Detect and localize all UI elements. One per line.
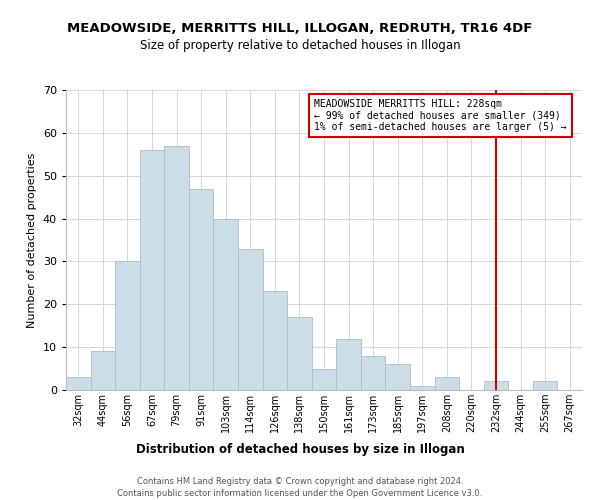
Bar bbox=[385, 364, 410, 390]
Bar bbox=[115, 262, 140, 390]
Bar bbox=[91, 352, 115, 390]
Bar bbox=[238, 248, 263, 390]
Text: Contains public sector information licensed under the Open Government Licence v3: Contains public sector information licen… bbox=[118, 489, 482, 498]
Text: Distribution of detached houses by size in Illogan: Distribution of detached houses by size … bbox=[136, 442, 464, 456]
Bar bbox=[312, 368, 336, 390]
Bar bbox=[214, 218, 238, 390]
Text: Contains HM Land Registry data © Crown copyright and database right 2024.: Contains HM Land Registry data © Crown c… bbox=[137, 478, 463, 486]
Bar bbox=[434, 377, 459, 390]
Y-axis label: Number of detached properties: Number of detached properties bbox=[27, 152, 37, 328]
Text: MEADOWSIDE MERRITTS HILL: 228sqm
← 99% of detached houses are smaller (349)
1% o: MEADOWSIDE MERRITTS HILL: 228sqm ← 99% o… bbox=[314, 98, 567, 132]
Bar bbox=[410, 386, 434, 390]
Bar bbox=[66, 377, 91, 390]
Bar bbox=[336, 338, 361, 390]
Bar bbox=[140, 150, 164, 390]
Bar bbox=[287, 317, 312, 390]
Bar bbox=[533, 382, 557, 390]
Text: MEADOWSIDE, MERRITTS HILL, ILLOGAN, REDRUTH, TR16 4DF: MEADOWSIDE, MERRITTS HILL, ILLOGAN, REDR… bbox=[67, 22, 533, 36]
Bar bbox=[484, 382, 508, 390]
Bar bbox=[189, 188, 214, 390]
Bar bbox=[361, 356, 385, 390]
Bar bbox=[164, 146, 189, 390]
Bar bbox=[263, 292, 287, 390]
Text: Size of property relative to detached houses in Illogan: Size of property relative to detached ho… bbox=[140, 39, 460, 52]
